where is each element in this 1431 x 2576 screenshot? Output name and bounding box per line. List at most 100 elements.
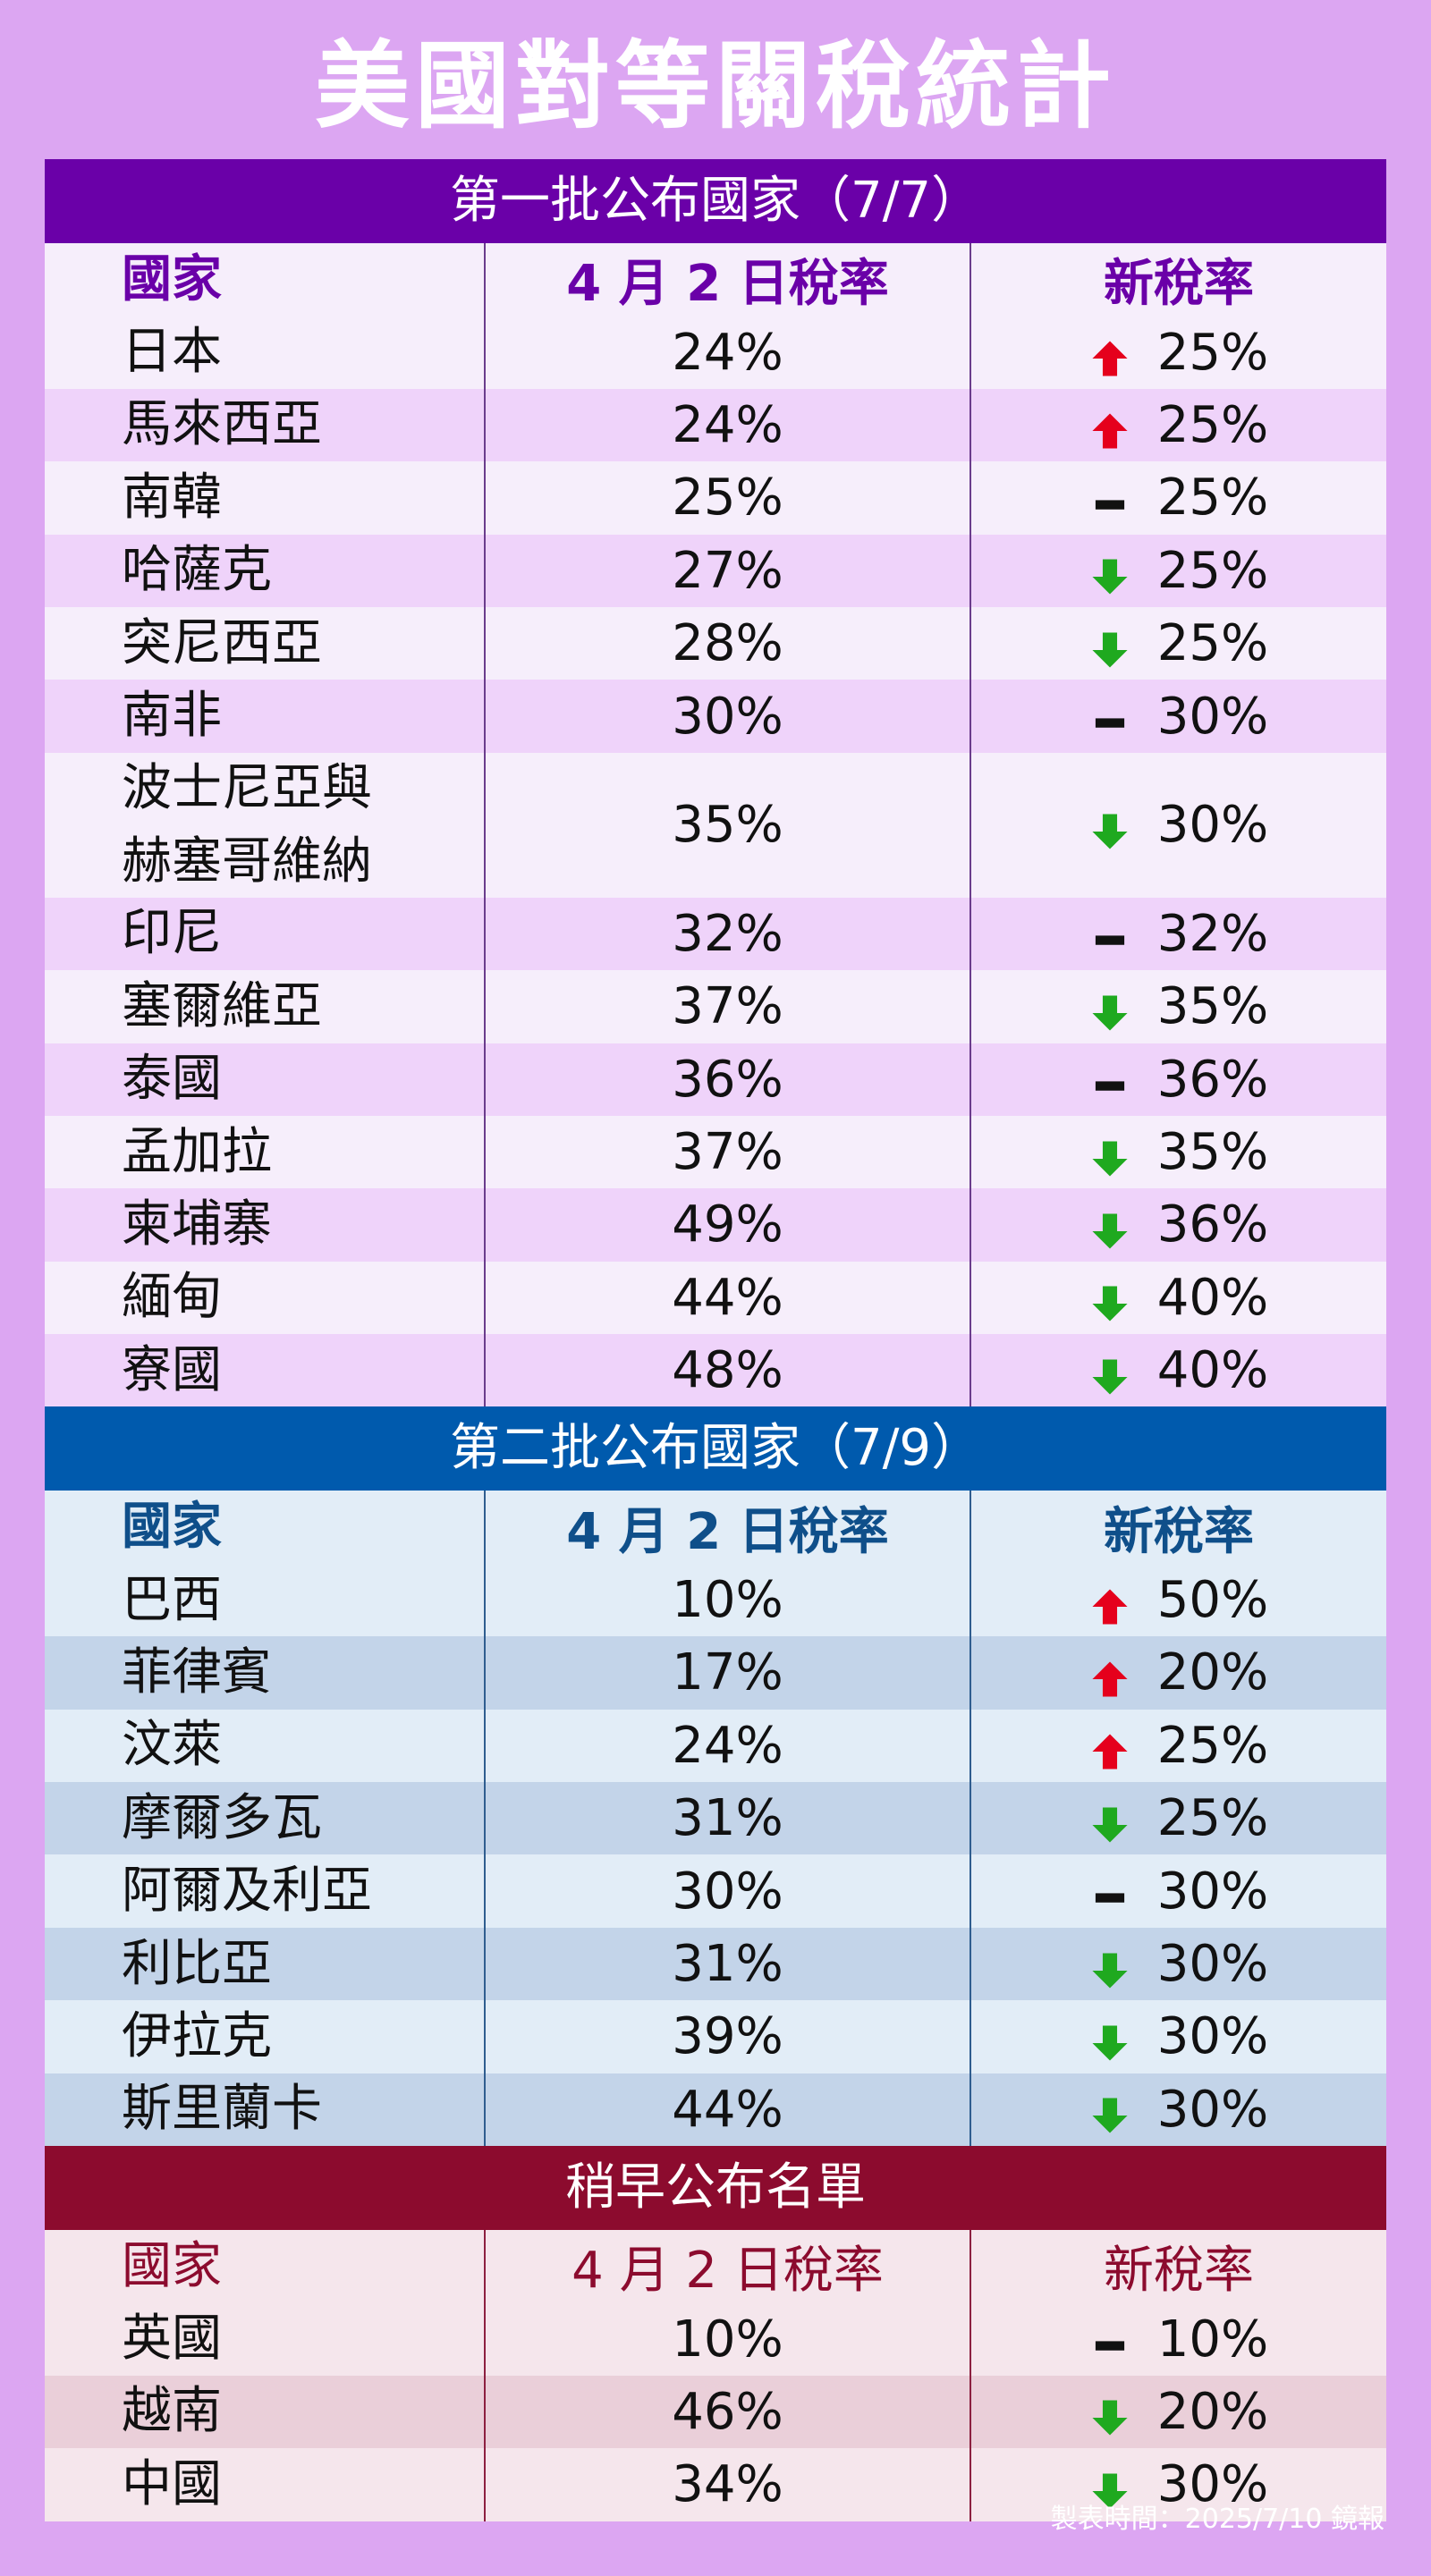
april-rate-cell: 31% <box>484 1782 971 1855</box>
country-cell: 英國 <box>45 2302 484 2375</box>
country-name: 波士尼亞與 <box>122 758 372 817</box>
arrow-down-icon <box>1089 2018 1130 2061</box>
april-rate-cell: 25% <box>484 461 971 535</box>
arrow-down-icon <box>1089 2393 1130 2437</box>
country-name: 柬埔寨 <box>122 1195 272 1254</box>
april-rate: 24% <box>672 395 783 454</box>
tariff-table: 第一批公布國家（7/7） 國家 4 月 2 日稅率 新稅率 日本 24% 25% 馬來西亞 24… <box>45 159 1386 2521</box>
column-header-new-rate: 新稅率 <box>1104 255 1254 314</box>
april-rate: 25% <box>672 469 783 528</box>
april-rate-cell: 31% <box>484 1927 971 2001</box>
arrow-down-icon <box>1089 1352 1130 1395</box>
april-rate-cell: 28% <box>484 606 971 680</box>
arrow-down-icon <box>1089 1800 1130 1843</box>
new-rate-cell: 30% <box>971 680 1386 752</box>
country-cell: 孟加拉 <box>45 1116 484 1188</box>
country-cell: 泰國 <box>45 1043 484 1116</box>
country-name: 緬甸 <box>122 1268 222 1327</box>
table-row: 柬埔寨 49% 36% <box>45 1188 1386 1262</box>
new-rate-cell: 30% <box>971 753 1386 898</box>
footer-note: 製表時間：2025/7/10 鏡報 <box>1050 2504 1384 2535</box>
april-rate-cell: 37% <box>484 970 971 1043</box>
new-rate: 30% <box>1156 2455 1269 2514</box>
country-cell: 塞爾維亞 <box>45 970 484 1043</box>
section-header: 第二批公布國家（7/9） <box>45 1406 1386 1491</box>
arrow-up-icon <box>1089 406 1130 450</box>
new-rate-cell: 20% <box>971 2376 1386 2448</box>
april-rate: 46% <box>672 2382 783 2441</box>
new-rate: 30% <box>1156 796 1269 855</box>
country-cell: 南非 <box>45 680 484 752</box>
april-rate: 27% <box>672 541 783 600</box>
april-rate: 17% <box>672 1643 783 1702</box>
column-header-row: 國家 4 月 2 日稅率 新稅率 <box>45 243 1386 317</box>
april-rate: 24% <box>672 323 783 382</box>
arrow-down-icon <box>1089 2466 1130 2509</box>
april-rate-cell: 36% <box>484 1043 971 1116</box>
new-rate-cell: 40% <box>971 1262 1386 1334</box>
new-rate: 36% <box>1156 1195 1269 1254</box>
table-row: 斯里蘭卡 44% 30% <box>45 2073 1386 2146</box>
new-rate: 35% <box>1156 977 1269 1036</box>
table-section-1: 第一批公布國家（7/7） 國家 4 月 2 日稅率 新稅率 日本 24% 25% 馬來西亞 24… <box>45 159 1386 1407</box>
country-cell: 越南 <box>45 2376 484 2448</box>
country-cell: 汶萊 <box>45 1710 484 1782</box>
country-name: 泰國 <box>122 1050 222 1109</box>
new-rate-cell: 25% <box>971 389 1386 461</box>
new-rate: 25% <box>1156 541 1269 600</box>
dash-icon <box>1089 1060 1130 1102</box>
new-rate-cell: 30% <box>971 2073 1386 2146</box>
column-header-new-rate: 新稅率 <box>1104 1502 1254 1561</box>
new-rate-cell: 20% <box>971 1636 1386 1709</box>
new-rate: 20% <box>1156 2382 1269 2441</box>
arrow-down-icon <box>1089 625 1130 668</box>
arrow-down-icon <box>1089 2090 1130 2133</box>
april-rate: 30% <box>672 687 783 746</box>
country-cell: 阿爾及利亞 <box>45 1854 484 1927</box>
april-rate-cell: 24% <box>484 316 971 389</box>
april-rate: 28% <box>672 614 783 673</box>
april-rate: 49% <box>672 1195 783 1254</box>
april-rate-cell: 32% <box>484 897 971 971</box>
table-row: 塞爾維亞 37% 35% <box>45 970 1386 1043</box>
new-rate-cell: 30% <box>971 1928 1386 2000</box>
dash-icon <box>1089 1872 1130 1913</box>
section-body: 國家 4 月 2 日稅率 新稅率 日本 24% 25% 馬來西亞 24% 25% 南韓 25% 25%… <box>45 243 1386 1407</box>
new-rate: 50% <box>1156 1571 1269 1630</box>
country-name: 孟加拉 <box>122 1122 272 1181</box>
new-rate-cell: 10% <box>971 2302 1386 2375</box>
country-cell: 突尼西亞 <box>45 607 484 680</box>
new-rate: 40% <box>1156 1268 1269 1327</box>
april-rate-cell: 27% <box>484 534 971 607</box>
country-name: 斯里蘭卡 <box>122 2080 322 2139</box>
arrow-down-icon <box>1089 1206 1130 1249</box>
section-header: 第一批公布國家（7/7） <box>45 159 1386 243</box>
new-rate-cell: 36% <box>971 1188 1386 1261</box>
dash-icon <box>1089 2320 1130 2361</box>
new-rate: 20% <box>1156 1643 1269 1702</box>
country-name: 摩爾多瓦 <box>122 1788 322 1847</box>
country-name: 塞爾維亞 <box>122 976 322 1035</box>
table-row: 波士尼亞與 赫塞哥維納 35% 30% <box>45 752 1386 898</box>
april-rate-cell: 24% <box>484 1709 971 1783</box>
new-rate-cell: 35% <box>971 970 1386 1043</box>
april-rate-cell: 44% <box>484 1261 971 1335</box>
country-cell: 巴西 <box>45 1564 484 1636</box>
country-name: 日本 <box>122 323 222 382</box>
country-cell: 印尼 <box>45 898 484 970</box>
country-name: 英國 <box>122 2310 222 2369</box>
april-rate: 10% <box>672 2310 783 2369</box>
april-rate: 31% <box>672 1935 783 1993</box>
country-name: 汶萊 <box>122 1716 222 1775</box>
table-row: 摩爾多瓦 31% 25% <box>45 1782 1386 1855</box>
new-rate-cell: 30% <box>971 1854 1386 1927</box>
april-rate-cell: 17% <box>484 1636 971 1710</box>
arrow-up-icon <box>1089 1727 1130 1769</box>
column-header-april-rate: 4 月 2 日稅率 <box>484 1491 971 1564</box>
april-rate-cell: 39% <box>484 2000 971 2073</box>
april-rate-cell: 34% <box>484 2448 971 2521</box>
april-rate-cell: 30% <box>484 1854 971 1928</box>
new-rate: 36% <box>1156 1050 1269 1109</box>
new-rate: 25% <box>1156 614 1269 673</box>
country-name: 越南 <box>122 2382 222 2441</box>
